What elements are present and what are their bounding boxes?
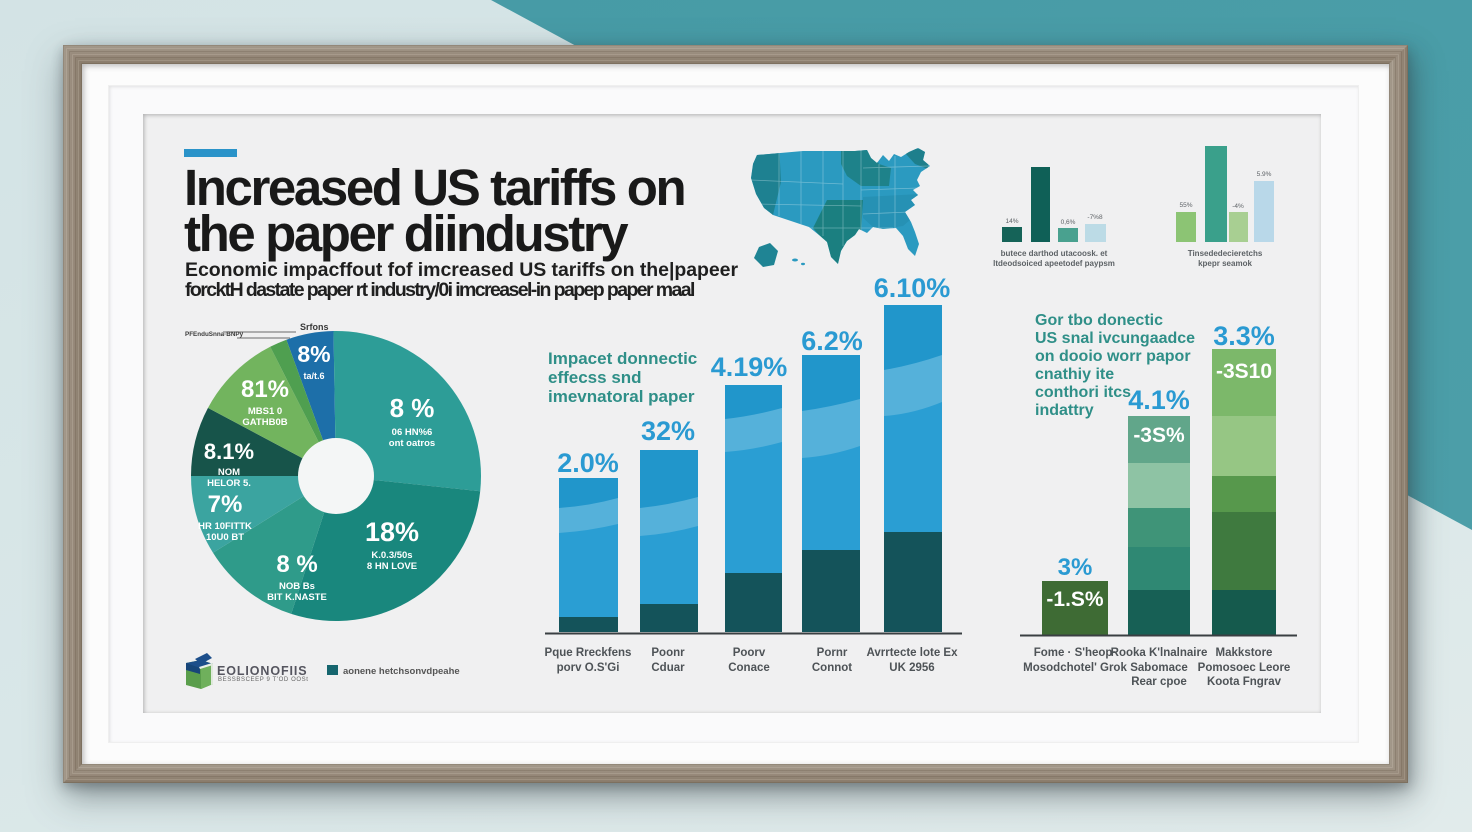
svg-text:kpepr seamok: kpepr seamok (1198, 259, 1252, 268)
svg-text:Mosodchotel' Grok: Mosodchotel' Grok (1023, 662, 1127, 674)
svg-text:Tinsededecieretchs: Tinsededecieretchs (1188, 249, 1263, 258)
svg-text:MBS1 0: MBS1 0 (248, 406, 282, 417)
svg-text:HR 10FITTK: HR 10FITTK (198, 521, 252, 532)
svg-text:2.0%: 2.0% (557, 448, 619, 478)
svg-text:0,6%: 0,6% (1061, 219, 1076, 226)
svg-text:14%: 14% (1005, 218, 1018, 225)
svg-text:Rear cpoe: Rear cpoe (1131, 676, 1187, 688)
svg-text:18%: 18% (365, 517, 419, 547)
svg-text:-3S10: -3S10 (1216, 360, 1272, 383)
svg-text:-7%8: -7%8 (1087, 214, 1103, 221)
svg-text:4.19%: 4.19% (711, 352, 788, 382)
svg-text:81%: 81% (241, 376, 289, 403)
svg-text:8%: 8% (297, 341, 330, 367)
svg-text:Pomosoec Leore: Pomosoec Leore (1198, 662, 1291, 674)
svg-text:Makkstore: Makkstore (1216, 647, 1273, 659)
svg-text:8 %: 8 % (276, 551, 317, 578)
svg-text:butece darthod utacoosk. et: butece darthod utacoosk. et (1001, 249, 1108, 258)
svg-text:32%: 32% (641, 416, 695, 446)
svg-text:6.10%: 6.10% (874, 273, 951, 303)
svg-text:7%: 7% (208, 491, 243, 518)
svg-text:BIT K.NASTE: BIT K.NASTE (267, 592, 327, 603)
svg-text:PFEnduSnna·BNPy: PFEnduSnna·BNPy (185, 331, 244, 338)
svg-text:porv O.S'Gi: porv O.S'Gi (557, 662, 620, 674)
svg-text:Poorv: Poorv (733, 647, 766, 659)
svg-text:Cduar: Cduar (651, 662, 685, 674)
svg-text:GATHB0B: GATHB0B (242, 417, 287, 428)
svg-text:HELOR 5.: HELOR 5. (207, 478, 251, 489)
svg-text:55%: 55% (1179, 202, 1192, 209)
svg-text:ont oatros: ont oatros (389, 438, 435, 449)
svg-text:-1.S%: -1.S% (1046, 588, 1104, 611)
svg-text:Connot: Connot (812, 662, 852, 674)
svg-text:3.3%: 3.3% (1213, 321, 1275, 351)
svg-text:Conace: Conace (728, 662, 770, 674)
svg-text:Srfons: Srfons (300, 322, 329, 332)
svg-text:ltdeodsoiced apeetodef paypsm: ltdeodsoiced apeetodef paypsm (993, 259, 1115, 268)
svg-text:Poonr: Poonr (651, 647, 685, 659)
svg-text:UK 2956: UK 2956 (889, 662, 934, 674)
svg-text:NOM: NOM (218, 467, 240, 478)
svg-text:Avrrtecte lote Ex: Avrrtecte lote Ex (867, 647, 959, 659)
svg-text:3%: 3% (1058, 554, 1093, 581)
svg-text:Pornr: Pornr (817, 647, 848, 659)
svg-text:K.0.3/50s: K.0.3/50s (371, 550, 412, 561)
svg-text:Pque Rreckfens: Pque Rreckfens (545, 647, 632, 659)
svg-text:5.9%: 5.9% (1257, 171, 1272, 178)
svg-text:8 %: 8 % (390, 393, 435, 423)
svg-text:06 HN%6: 06 HN%6 (392, 427, 433, 438)
svg-text:8 HN LOVE: 8 HN LOVE (367, 561, 417, 572)
svg-text:10U0 BT: 10U0 BT (206, 532, 244, 543)
svg-text:8.1%: 8.1% (204, 439, 254, 464)
svg-text:NOB Bs: NOB Bs (279, 581, 315, 592)
svg-text:Fome · S'heop·: Fome · S'heop· (1034, 647, 1117, 659)
svg-text:-3S%: -3S% (1133, 424, 1185, 447)
svg-text:Sabomace: Sabomace (1130, 662, 1188, 674)
svg-text:Koota Fngrav: Koota Fngrav (1207, 676, 1282, 688)
svg-text:6.2%: 6.2% (801, 326, 863, 356)
svg-text:4.1%: 4.1% (1128, 385, 1190, 415)
svg-text:ta/t.6: ta/t.6 (303, 371, 324, 381)
svg-text:Rooka K'lnalnaire: Rooka K'lnalnaire (1111, 647, 1208, 659)
svg-text:-4%: -4% (1232, 203, 1244, 210)
